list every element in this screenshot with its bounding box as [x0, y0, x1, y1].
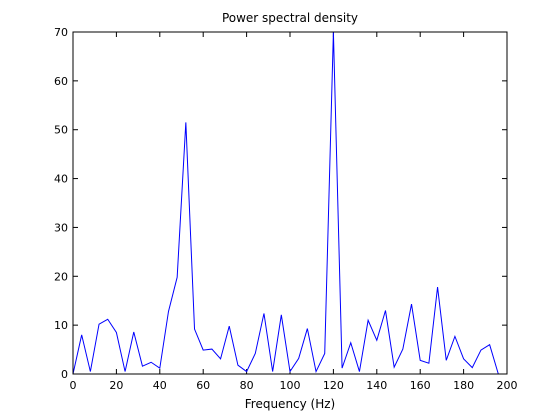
- y-tick-labels: 0 10 20 30 40 50 60 70: [54, 26, 68, 381]
- x-tick-label: 40: [153, 379, 167, 392]
- chart-title: Power spectral density: [222, 11, 358, 25]
- x-tick-label: 120: [323, 379, 344, 392]
- y-tick-label: 10: [54, 319, 68, 332]
- y-tick-label: 70: [54, 26, 68, 39]
- x-tick-label: 160: [410, 379, 431, 392]
- y-tick-label: 40: [54, 173, 68, 186]
- x-tick-label: 200: [497, 379, 518, 392]
- y-tick-label: 0: [61, 368, 68, 381]
- x-axis-label: Frequency (Hz): [245, 397, 336, 411]
- y-tick-label: 50: [54, 124, 68, 137]
- plot-area: [73, 32, 507, 374]
- x-tick-label: 20: [109, 379, 123, 392]
- x-tick-label: 180: [453, 379, 474, 392]
- series-line: [72, 31, 499, 375]
- y-tick-label: 20: [54, 270, 68, 283]
- x-tick-label: 100: [280, 379, 301, 392]
- y-tick-label: 30: [54, 221, 68, 234]
- x-tick-labels: 0 20 40 60 80 100 120 140 160 180 200: [70, 379, 518, 392]
- plot-frame: [72, 31, 508, 375]
- x-tick-label: 0: [70, 379, 77, 392]
- x-tick-label: 60: [196, 379, 210, 392]
- y-tick-label: 60: [54, 75, 68, 88]
- x-tick-label: 140: [366, 379, 387, 392]
- x-tick-label: 80: [240, 379, 254, 392]
